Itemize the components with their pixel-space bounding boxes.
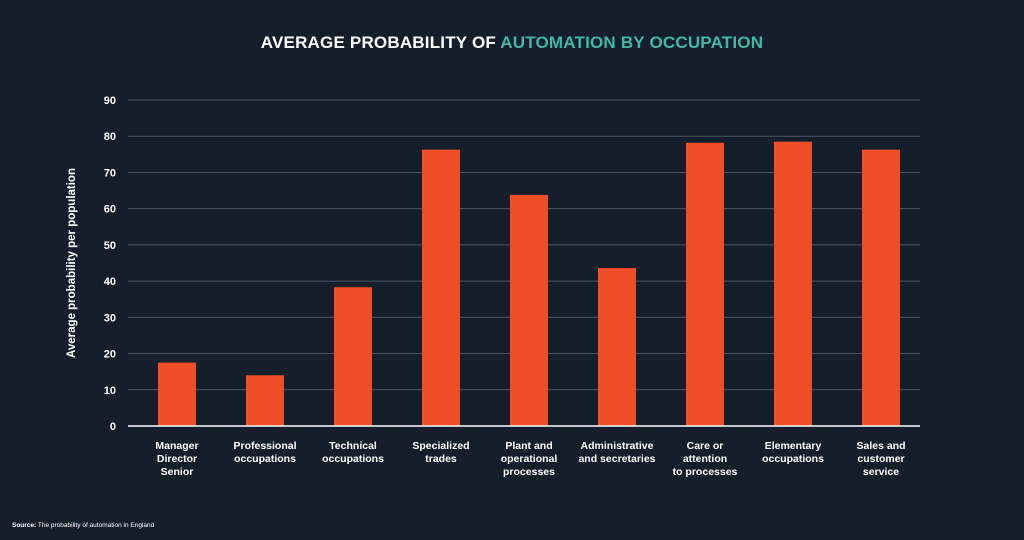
source-note: Source: The probability of automation in… <box>12 522 154 529</box>
bar-8 <box>862 149 900 426</box>
bar-1 <box>246 375 284 426</box>
bar-5 <box>598 268 636 426</box>
y-tick-label: 50 <box>104 240 116 252</box>
y-tick-label: 60 <box>104 204 116 216</box>
title-part-1: AVERAGE PROBABILITY OF <box>260 33 501 52</box>
y-tick-labels: 0 10 20 30 40 50 60 70 80 90 <box>104 95 116 433</box>
y-tick-label: 70 <box>104 167 116 179</box>
y-tick-label: 80 <box>104 131 116 143</box>
y-tick-label: 10 <box>104 385 116 397</box>
x-tick-label-0: Manager Director Senior <box>155 440 198 478</box>
x-tick-label-3: Specialized trades <box>412 440 469 465</box>
x-tick-labels: Manager Director Senior Professional occupat… <box>155 440 905 478</box>
bar-4 <box>510 194 548 426</box>
y-tick-label: 40 <box>104 276 116 288</box>
source-text: The probability of automation in England <box>36 522 155 529</box>
y-axis-label: Average probability per population <box>66 168 78 358</box>
y-tick-label: 0 <box>110 421 116 433</box>
y-tick-label: 20 <box>104 349 116 361</box>
x-tick-label-8: Sales and customer service <box>856 440 905 478</box>
x-tick-label-4: Plant and operational processes <box>501 440 558 478</box>
x-tick-label-2: Technical occupations <box>322 440 384 465</box>
x-tick-label-7: Elementary occupations <box>762 440 824 465</box>
bar-6 <box>686 142 724 426</box>
y-tick-label: 90 <box>104 95 116 107</box>
bars <box>158 141 900 426</box>
y-tick-label: 30 <box>104 312 116 324</box>
chart-title: AVERAGE PROBABILITY OF AUTOMATION BY OCC… <box>0 33 1024 53</box>
x-tick-label-5: Administrative and secretaries <box>578 440 655 465</box>
bar-2 <box>334 287 372 426</box>
x-tick-label-6: Care or attention to processes <box>673 440 738 478</box>
bar-0 <box>158 362 196 426</box>
bar-7 <box>774 141 812 426</box>
bar-3 <box>422 149 460 426</box>
source-label: Source: <box>12 522 37 529</box>
x-tick-label-1: Professional occupations <box>233 440 296 465</box>
title-part-2-accent: AUTOMATION BY OCCUPATION <box>500 33 764 52</box>
